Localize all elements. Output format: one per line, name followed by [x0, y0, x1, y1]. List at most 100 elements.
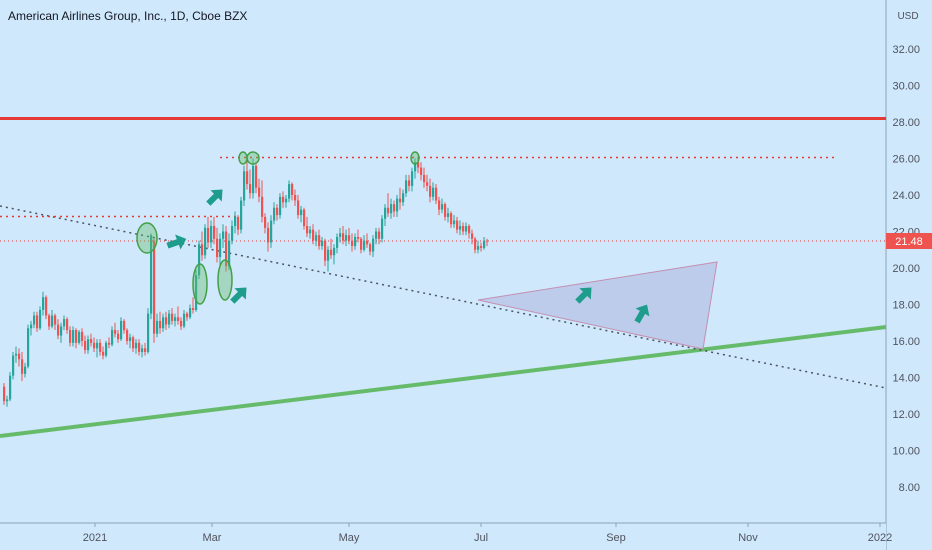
up-arrow-icon[interactable]	[165, 231, 189, 253]
y-tick-label: 32.00	[892, 44, 920, 56]
up-arrow-icon[interactable]	[227, 282, 252, 307]
candle	[402, 189, 405, 206]
candle	[339, 227, 342, 243]
x-tick-label: Nov	[738, 532, 758, 544]
candle	[6, 395, 9, 407]
candle	[348, 227, 351, 245]
candle	[369, 242, 372, 256]
time-axis-panel[interactable]	[0, 523, 886, 550]
last-price-badge: 21.48	[886, 233, 932, 249]
highlight-ellipse[interactable]	[136, 222, 158, 254]
candle	[213, 216, 216, 245]
candle	[15, 346, 18, 363]
candle	[240, 196, 243, 234]
candle	[336, 233, 339, 254]
candle	[204, 224, 207, 259]
candle	[375, 227, 378, 245]
candle	[105, 341, 108, 358]
x-ticks: 2021 Mar May Jul Sep Nov 2022	[83, 523, 892, 544]
y-tick-label: 24.00	[892, 190, 920, 202]
candle	[438, 196, 441, 216]
y-tick-label: 14.00	[892, 373, 920, 385]
candle	[393, 200, 396, 217]
candle	[270, 215, 273, 248]
candle	[354, 233, 357, 250]
candle	[174, 313, 177, 327]
candle	[237, 215, 240, 236]
candle	[300, 205, 303, 223]
x-tick-label: 2022	[868, 532, 892, 544]
candle	[51, 309, 54, 329]
candle	[399, 187, 402, 210]
candle	[420, 162, 423, 181]
candle	[45, 295, 48, 320]
candle	[252, 158, 255, 199]
candle	[183, 309, 186, 329]
candle	[60, 322, 63, 343]
candle	[171, 308, 174, 325]
candle	[48, 313, 51, 331]
candle	[219, 233, 222, 267]
candle	[423, 167, 426, 188]
highlight-ellipse[interactable]	[192, 263, 208, 305]
highlight-ellipse[interactable]	[246, 151, 260, 165]
y-tick-label: 8.00	[899, 482, 920, 494]
candle	[333, 244, 336, 265]
candle	[78, 330, 81, 345]
candle	[315, 231, 318, 247]
candle	[192, 297, 195, 314]
candle	[309, 226, 312, 239]
candle	[114, 322, 117, 338]
candle	[264, 213, 267, 234]
candle	[363, 235, 366, 252]
candle	[66, 317, 69, 334]
y-tick-label: 18.00	[892, 300, 920, 312]
candle	[417, 156, 420, 174]
candle	[141, 344, 144, 358]
candle	[342, 226, 345, 245]
candle	[246, 158, 249, 190]
chart-title: American Airlines Group, Inc., 1D, Cboe …	[8, 9, 248, 23]
candle	[189, 304, 192, 320]
candle	[93, 337, 96, 352]
candle	[69, 326, 72, 347]
up-arrow-icon[interactable]	[572, 282, 597, 307]
candle	[477, 240, 480, 254]
currency-label: USD	[897, 11, 918, 22]
candle	[144, 342, 147, 356]
candle	[483, 236, 486, 250]
candle	[345, 229, 348, 247]
candle	[18, 348, 21, 367]
candle	[180, 317, 183, 331]
support-trendline[interactable]	[0, 325, 887, 438]
y-tick-label: 28.00	[892, 117, 920, 129]
highlight-ellipse[interactable]	[410, 151, 420, 165]
candle	[168, 309, 171, 329]
candle	[150, 233, 153, 320]
candle	[177, 306, 180, 325]
candle	[294, 189, 297, 206]
candle	[366, 233, 369, 248]
highlight-ellipse[interactable]	[238, 151, 248, 165]
candle	[195, 269, 198, 312]
candle	[324, 238, 327, 267]
x-tick-label: May	[339, 532, 360, 544]
candle	[276, 204, 279, 221]
candle	[282, 191, 285, 208]
price-axis-panel[interactable]	[886, 0, 932, 550]
candle	[291, 182, 294, 201]
candle	[21, 351, 24, 382]
x-tick-label: Sep	[606, 532, 626, 544]
triangle-pattern[interactable]	[477, 261, 718, 350]
up-arrow-icon[interactable]	[203, 184, 228, 209]
candle	[312, 224, 315, 245]
candle	[465, 222, 468, 236]
candle	[456, 216, 459, 234]
highlight-ellipse[interactable]	[217, 259, 233, 301]
descending-trendline[interactable]	[0, 205, 887, 389]
candle	[42, 291, 45, 316]
candle	[9, 372, 12, 402]
up-arrow-icon[interactable]	[630, 301, 654, 326]
